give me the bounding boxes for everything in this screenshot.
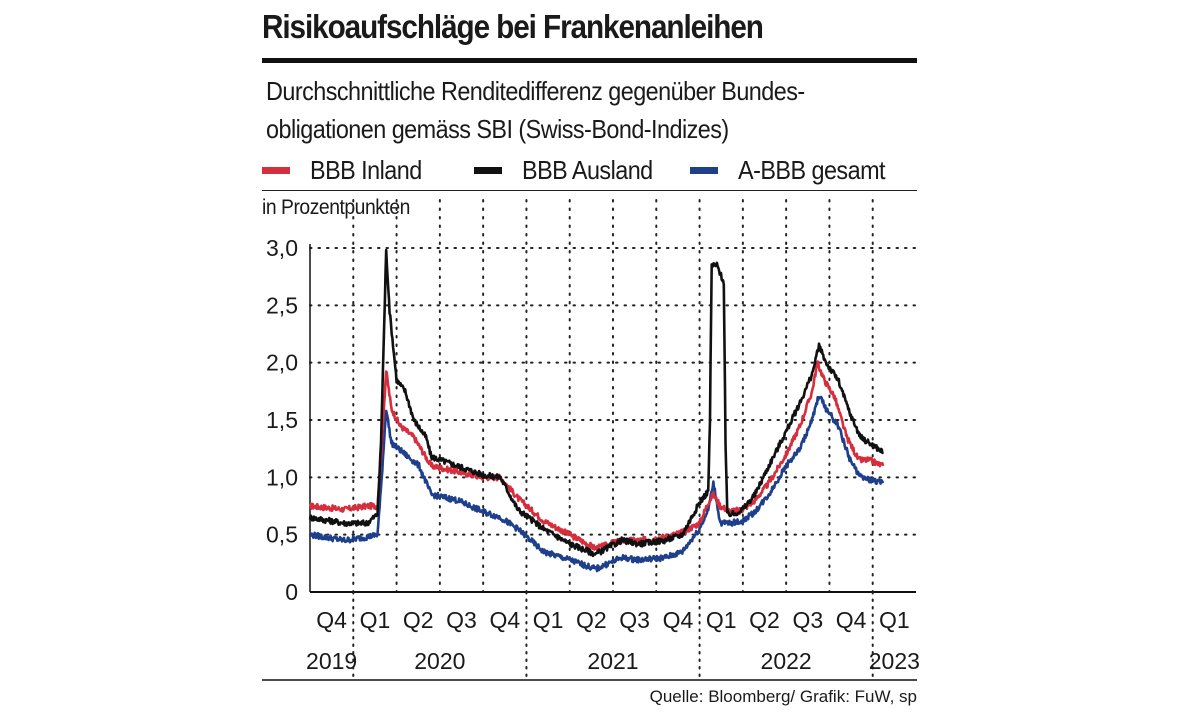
x-quarter-label: Q4	[489, 607, 520, 633]
legend-label-gesamt: A-BBB gesamt	[738, 154, 886, 185]
series-line-gesamt	[308, 395, 885, 573]
x-quarter-label: Q3	[446, 607, 477, 633]
x-quarter-label: Q4	[316, 607, 347, 633]
x-quarter-label: Q3	[619, 607, 650, 633]
x-year-label: 2020	[414, 648, 465, 674]
x-year-label: 2019	[306, 648, 357, 674]
source-note: Quelle: Bloomberg/ Grafik: FuW, sp	[649, 687, 917, 706]
y-tick-label: 1,5	[266, 407, 298, 433]
series-line-inland	[309, 360, 885, 552]
series-line-ausland	[308, 248, 885, 558]
legend-label-inland: BBB Inland	[310, 154, 422, 185]
x-quarter-label: Q2	[576, 607, 607, 633]
x-quarter-label: Q2	[403, 607, 434, 633]
legend-item-inland: BBB Inland	[262, 153, 434, 187]
x-year-label: 2021	[587, 648, 638, 674]
x-year-label: 2023	[869, 648, 920, 674]
x-quarter-label: Q2	[749, 607, 780, 633]
subtitle-line-2: obligationen gemäss SBI (Swiss-Bond-Indi…	[266, 114, 729, 144]
title-rule	[262, 58, 917, 63]
x-quarter-label: Q1	[706, 607, 737, 633]
x-quarter-label: Q1	[360, 607, 391, 633]
legend-item-gesamt: A-BBB gesamt	[690, 153, 901, 187]
y-tick-label: 1,0	[266, 464, 298, 490]
legend-rule	[262, 190, 917, 191]
legend-swatch-ausland	[474, 166, 502, 174]
legend-label-ausland: BBB Ausland	[522, 154, 653, 185]
x-quarter-label: Q4	[663, 607, 694, 633]
y-tick-label: 3,0	[266, 235, 298, 261]
y-tick-label: 2,5	[266, 292, 298, 318]
legend-swatch-inland	[262, 166, 290, 174]
chart-title: Risikoaufschläge bei Frankenanleihen	[262, 8, 764, 45]
y-tick-label: 0	[285, 579, 298, 605]
legend-item-ausland: BBB Ausland	[474, 153, 667, 187]
subtitle-line-1: Durchschnittliche Renditedifferenz gegen…	[266, 76, 805, 106]
x-quarter-label: Q3	[792, 607, 823, 633]
y-tick-label: 0,5	[266, 522, 298, 548]
x-quarter-label: Q4	[836, 607, 867, 633]
x-quarter-label: Q1	[533, 607, 564, 633]
y-tick-label: 2,0	[266, 350, 298, 376]
x-year-label: 2022	[761, 648, 812, 674]
y-axis-unit-label: in Prozentpunkten	[262, 196, 410, 219]
legend-swatch-gesamt	[690, 166, 718, 174]
x-quarter-label: Q1	[879, 607, 910, 633]
